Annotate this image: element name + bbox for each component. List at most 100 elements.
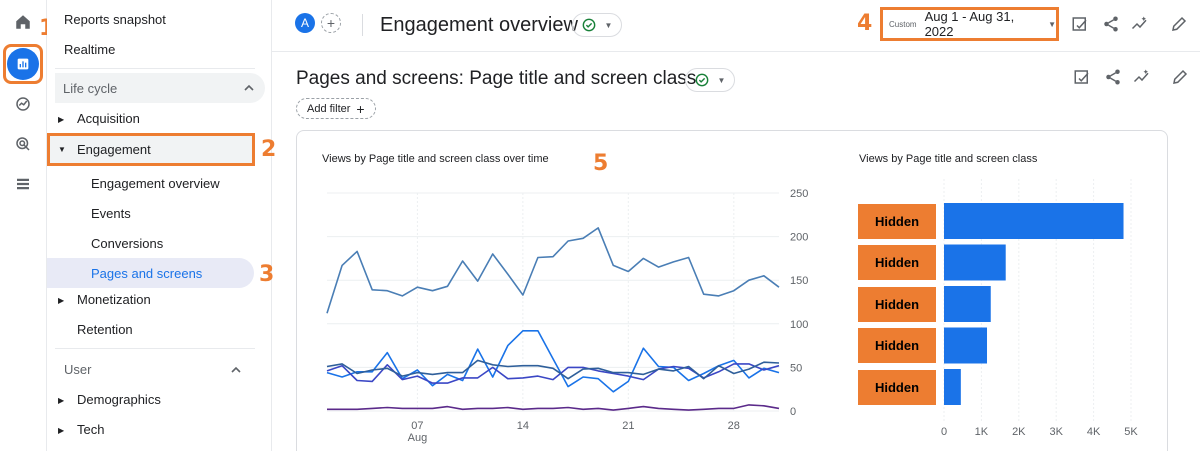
chart-card: Views by Page title and screen class ove…	[296, 130, 1168, 451]
y-tick-label: 50	[790, 362, 802, 374]
share-icon[interactable]	[1103, 67, 1123, 87]
page-title: Engagement overview	[380, 14, 578, 36]
date-range-label: Custom	[889, 19, 917, 29]
caret-down-icon: ▼	[1048, 19, 1056, 29]
x-tick-label: 1K	[975, 426, 989, 438]
divider	[55, 348, 255, 349]
x-tick-label: 28	[728, 420, 740, 432]
customize-report-icon[interactable]	[1072, 67, 1092, 87]
add-comparison-button[interactable]: +	[321, 13, 341, 33]
report-status-dropdown[interactable]: ▼	[685, 68, 735, 92]
caret-right-icon: ▶	[58, 426, 65, 435]
caret-down-icon: ▼	[717, 75, 726, 85]
bar-chart-title: Views by Page title and screen class	[859, 153, 1038, 165]
series-line-1[interactable]	[326, 227, 780, 314]
advertising-icon[interactable]	[7, 128, 39, 160]
home-icon[interactable]	[7, 6, 39, 38]
bar[interactable]	[944, 369, 961, 405]
y-tick-label: 200	[790, 232, 808, 244]
add-filter-label: Add filter	[307, 102, 351, 115]
y-tick-label: 150	[790, 275, 808, 287]
plus-icon: +	[356, 100, 365, 117]
x-tick-label: 5K	[1124, 426, 1138, 438]
x-tick-label: 2K	[1012, 426, 1026, 438]
check-circle-icon	[582, 18, 595, 32]
sidebar-item-pages-and-screens[interactable]: Pages and screens	[91, 266, 203, 281]
date-range-value: Aug 1 - Aug 31, 2022	[924, 9, 1015, 39]
series-line-5[interactable]	[327, 404, 780, 411]
engagement-highlight[interactable]	[47, 133, 255, 166]
add-filter-button[interactable]: Add filter +	[296, 98, 376, 119]
line-chart-title: Views by Page title and screen class ove…	[322, 153, 549, 165]
reports-highlight	[3, 44, 43, 84]
x-tick-label: 3K	[1049, 426, 1063, 438]
bar-category-label: Hidden	[858, 369, 936, 405]
divider	[55, 68, 255, 69]
insights-icon[interactable]	[1130, 14, 1150, 34]
check-circle-icon	[695, 73, 708, 87]
sidebar-item-monetization[interactable]: Monetization	[77, 292, 151, 307]
configure-icon[interactable]	[7, 168, 39, 200]
bar-category-label: Hidden	[858, 203, 936, 239]
sidebar-item-retention[interactable]: Retention	[77, 322, 133, 337]
sidebar-item-reports-snapshot[interactable]: Reports snapshot	[64, 12, 166, 27]
series-line-2[interactable]	[326, 330, 780, 393]
report-sidebar: Reports snapshot Realtime Life cycle ▶ A…	[47, 0, 272, 451]
bar[interactable]	[944, 327, 988, 364]
x-tick-label: 14	[517, 420, 529, 432]
sidebar-item-tech[interactable]: Tech	[77, 422, 105, 437]
date-range-picker[interactable]: Custom Aug 1 - Aug 31, 2022 ▼	[880, 7, 1059, 41]
x-tick-label: 0	[941, 426, 947, 438]
section-lifecycle-label: Life cycle	[63, 81, 118, 96]
bar-category-label: Hidden	[858, 245, 936, 280]
series-line-4[interactable]	[326, 359, 780, 380]
sidebar-item-active-bg	[47, 258, 254, 288]
explore-icon[interactable]	[7, 88, 39, 120]
report-title: Pages and screens: Page title and screen…	[296, 68, 697, 89]
customize-report-icon[interactable]	[1070, 14, 1090, 34]
bar-category-label: Hidden	[858, 286, 936, 322]
bar[interactable]	[944, 203, 1124, 239]
y-tick-label: 250	[790, 188, 808, 200]
x-month-label: Aug	[408, 432, 428, 444]
bar[interactable]	[944, 286, 991, 322]
property-avatar[interactable]: A	[295, 13, 315, 33]
edit-icon[interactable]	[1169, 14, 1189, 34]
sidebar-item-conversions[interactable]: Conversions	[91, 236, 164, 251]
annotation-4: 4	[857, 11, 873, 36]
y-tick-label: 100	[790, 319, 808, 331]
nav-rail	[0, 0, 47, 451]
chevron-up-icon	[244, 84, 254, 91]
divider	[362, 14, 363, 36]
sidebar-item-events[interactable]: Events	[91, 206, 131, 221]
chevron-up-icon[interactable]	[230, 364, 242, 376]
annotation-5: 5	[593, 151, 609, 176]
section-user-label[interactable]: User	[64, 362, 92, 377]
bar[interactable]	[944, 244, 1006, 281]
y-tick-label: 0	[790, 406, 796, 418]
sidebar-item-demographics[interactable]: Demographics	[77, 392, 161, 407]
annotation-2: 2	[261, 137, 277, 162]
caret-right-icon: ▶	[58, 115, 65, 124]
caret-down-icon: ▼	[58, 145, 66, 154]
caret-right-icon: ▶	[58, 396, 65, 405]
insights-icon[interactable]	[1132, 67, 1152, 87]
sidebar-item-engagement[interactable]: Engagement	[77, 142, 151, 157]
caret-right-icon: ▶	[58, 296, 65, 305]
sidebar-item-acquisition[interactable]: Acquisition	[77, 111, 140, 126]
top-header: A + Engagement overview ▼ 4 Custom Aug 1…	[272, 0, 1200, 52]
x-tick-label: 21	[622, 420, 634, 432]
share-icon[interactable]	[1101, 14, 1121, 34]
reports-icon[interactable]	[7, 48, 39, 80]
caret-down-icon: ▼	[604, 20, 613, 30]
sidebar-item-realtime[interactable]: Realtime	[64, 42, 116, 57]
section-lifecycle[interactable]: Life cycle	[55, 73, 265, 103]
x-tick-label: 4K	[1087, 426, 1101, 438]
edit-icon[interactable]	[1170, 67, 1190, 87]
bar-chart[interactable]: 0 1K 2K 3K 4K 5K	[837, 131, 1167, 451]
sidebar-item-engagement-overview[interactable]: Engagement overview	[91, 176, 220, 191]
line-chart[interactable]: 0 50 100 150 200 250 07 14 21 28 Aug	[297, 131, 837, 451]
status-dropdown[interactable]: ▼	[572, 13, 622, 37]
annotation-3: 3	[259, 262, 275, 287]
